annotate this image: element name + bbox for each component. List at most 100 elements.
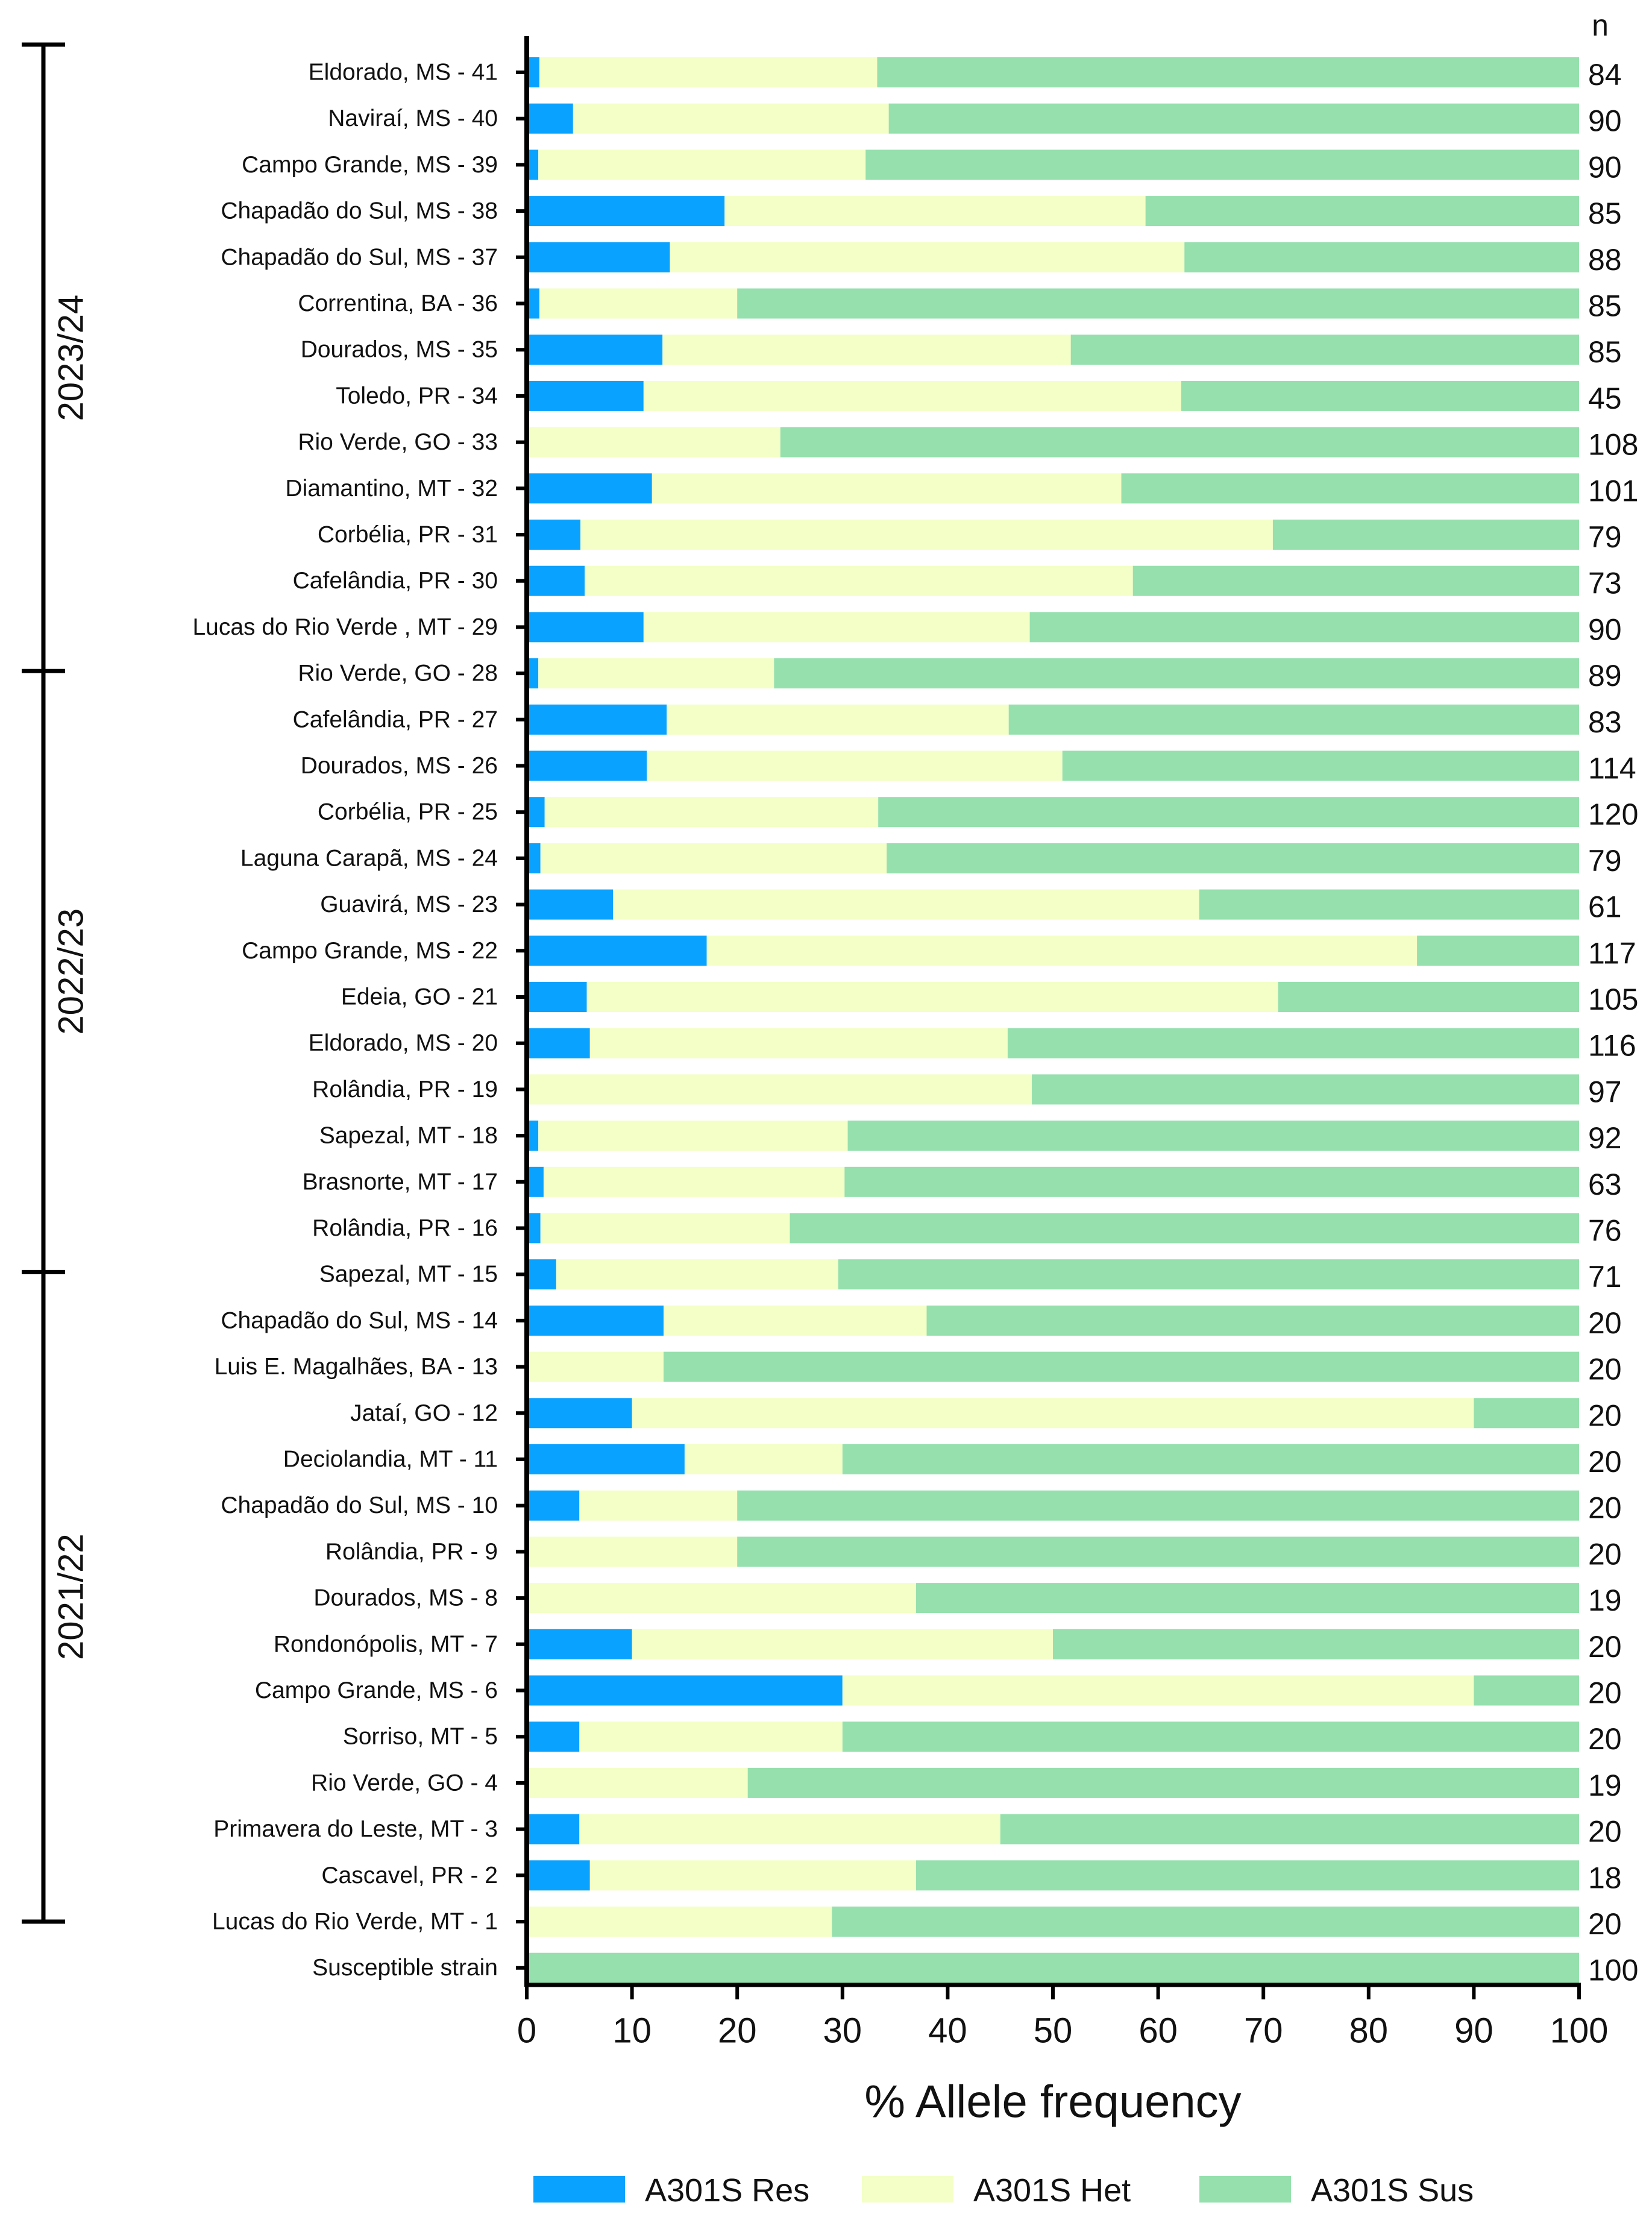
legend-label-a301s-sus: A301S Sus: [1311, 2172, 1474, 2209]
bar-a301s-sus-cafelandia-pr-27: [1008, 704, 1579, 735]
sample-size-label: 79: [1588, 844, 1622, 878]
axes: 0 10 20 30 40 50 60 70 80 90 100 % Allele frequency: [516, 36, 1608, 2128]
category-label: Rio Verde, GO - 33: [298, 429, 498, 455]
bar-a301s-res-cafelandia-pr-30: [527, 565, 585, 596]
bar-a301s-het-rolandia-pr-16: [540, 1213, 790, 1244]
sample-size-label: 20: [1588, 1491, 1622, 1525]
bar-a301s-het-toledo-pr-34: [643, 380, 1182, 411]
bar-a301s-het-luis-e-magalhaes-ba-13: [527, 1351, 664, 1382]
category-label: Brasnorte, MT - 17: [303, 1169, 498, 1195]
category-label: Deciolandia, MT - 11: [283, 1447, 498, 1473]
sample-size-label: 20: [1588, 1907, 1622, 1941]
bar-a301s-res-chapadao-do-sul-ms-14: [527, 1305, 664, 1336]
bar-a301s-het-lucas-do-rio-verde-mt-29: [643, 612, 1030, 643]
bar-a301s-sus-chapadao-do-sul-ms-38: [1145, 196, 1579, 227]
sample-size-label: 101: [1588, 474, 1638, 508]
bar-a301s-res-guavira-ms-23: [527, 889, 614, 920]
bar-a301s-het-rio-verde-go-28: [538, 658, 774, 689]
category-label: Chapadão do Sul, MS - 38: [221, 198, 498, 224]
bar-a301s-het-campo-grande-ms-6: [842, 1675, 1474, 1706]
bar-a301s-sus-cafelandia-pr-30: [1132, 565, 1579, 596]
bar-a301s-res-brasnorte-mt-17: [527, 1166, 544, 1197]
sample-size-label: 20: [1588, 1398, 1622, 1432]
sample-size-label: 20: [1588, 1630, 1622, 1664]
category-label: Eldorado, MS - 20: [309, 1030, 498, 1056]
bar-a301s-res-sapezal-mt-15: [527, 1259, 556, 1290]
bar-a301s-res-deciolandia-mt-11: [527, 1444, 685, 1474]
bar-a301s-het-cafelandia-pr-27: [667, 704, 1009, 735]
bar-a301s-res-cascavel-pr-2: [527, 1860, 590, 1891]
category-label: Primavera do Leste, MT - 3: [213, 1816, 498, 1842]
sample-size-label: 105: [1588, 983, 1638, 1016]
bar-a301s-het-correntina-ba-36: [539, 288, 738, 319]
category-label: Correntina, BA - 36: [298, 291, 498, 316]
x-tick-label: 70: [1244, 2011, 1283, 2051]
bar-a301s-het-sorriso-mt-5: [579, 1722, 843, 1752]
sample-size-label: 120: [1588, 797, 1638, 831]
category-label: Cafelândia, PR - 27: [293, 706, 498, 732]
bar-a301s-sus-rolandia-pr-9: [737, 1536, 1579, 1567]
sample-size-header: n: [1592, 8, 1609, 42]
bar-a301s-sus-cascavel-pr-2: [916, 1860, 1579, 1891]
bar-a301s-het-dourados-ms-8: [527, 1583, 917, 1614]
bar-a301s-het-rolandia-pr-9: [527, 1536, 738, 1567]
sample-size-label: 116: [1588, 1029, 1636, 1063]
bar-a301s-res-corbelia-pr-25: [527, 797, 545, 828]
category-label: Lucas do Rio Verde, MT - 1: [212, 1909, 498, 1935]
x-tick-label: 90: [1454, 2011, 1493, 2051]
season-label-2021-22: 2021/22: [52, 1533, 91, 1660]
bar-a301s-res-campo-grande-ms-6: [527, 1675, 843, 1706]
category-label: Laguna Carapã, MS - 24: [240, 845, 498, 871]
category-label: Chapadão do Sul, MS - 37: [221, 244, 498, 270]
bar-a301s-het-lucas-do-rio-verde-mt-1: [527, 1907, 832, 1937]
bar-a301s-res-correntina-ba-36: [527, 288, 539, 319]
bar-a301s-sus-chapadao-do-sul-ms-10: [737, 1490, 1579, 1521]
bar-a301s-sus-sapezal-mt-15: [838, 1259, 1579, 1290]
legend-swatch-a301s-het: [862, 2176, 953, 2203]
sample-size-label: 90: [1588, 104, 1622, 138]
bar-a301s-het-rio-verde-go-4: [527, 1767, 748, 1798]
category-label: Eldorado, MS - 41: [309, 60, 498, 86]
category-label: Dourados, MS - 8: [313, 1585, 498, 1611]
bar-a301s-sus-rio-verde-go-4: [747, 1767, 1579, 1798]
bar-a301s-het-laguna-carapa-ms-24: [540, 843, 887, 873]
bar-a301s-het-primavera-do-leste-mt-3: [579, 1814, 1000, 1844]
category-label: Luis E. Magalhães, BA - 13: [215, 1354, 498, 1380]
bar-a301s-het-chapadao-do-sul-ms-10: [579, 1490, 738, 1521]
bar-a301s-sus-navirai-ms-40: [888, 103, 1579, 134]
sample-size-label: 71: [1588, 1260, 1622, 1294]
sample-size-label: 20: [1588, 1306, 1622, 1340]
bar-a301s-het-eldorado-ms-41: [539, 57, 878, 87]
bar-a301s-sus-dourados-ms-35: [1070, 335, 1579, 365]
bar-a301s-sus-lucas-do-rio-verde-mt-29: [1029, 612, 1579, 643]
bar-a301s-res-dourados-ms-26: [527, 750, 647, 781]
sample-size-label: 20: [1588, 1815, 1622, 1849]
bar-a301s-het-corbelia-pr-25: [544, 797, 879, 828]
x-tick-label: 10: [612, 2011, 652, 2051]
bar-a301s-sus-lucas-do-rio-verde-mt-1: [832, 1907, 1579, 1937]
sample-size-label: 108: [1588, 428, 1638, 462]
bar-a301s-sus-laguna-carapa-ms-24: [887, 843, 1579, 873]
bar-a301s-het-campo-grande-ms-22: [706, 935, 1418, 966]
bar-a301s-sus-eldorado-ms-41: [877, 57, 1579, 87]
category-label: Dourados, MS - 35: [301, 337, 498, 363]
bar-a301s-sus-chapadao-do-sul-ms-37: [1184, 242, 1579, 272]
legend: A301S Res A301S Het A301S Sus: [533, 2172, 1474, 2209]
x-tick-label: 50: [1034, 2011, 1073, 2051]
category-label: Campo Grande, MS - 22: [242, 938, 498, 964]
bar-a301s-het-brasnorte-mt-17: [543, 1166, 845, 1197]
bar-a301s-res-rolandia-pr-16: [527, 1213, 541, 1244]
bar-a301s-res-sapezal-mt-18: [527, 1121, 539, 1151]
category-label: Rolândia, PR - 16: [312, 1215, 498, 1241]
bar-a301s-het-deciolandia-mt-11: [684, 1444, 843, 1474]
x-axis-title: % Allele frequency: [864, 2077, 1241, 2128]
category-label: Naviraí, MS - 40: [328, 105, 498, 131]
bar-a301s-het-dourados-ms-35: [662, 335, 1071, 365]
bar-a301s-sus-brasnorte-mt-17: [844, 1166, 1579, 1197]
bar-a301s-sus-rolandia-pr-19: [1032, 1074, 1579, 1105]
bar-a301s-sus-rio-verde-go-33: [780, 427, 1579, 458]
category-label: Susceptible strain: [312, 1955, 498, 1981]
bar-a301s-het-chapadao-do-sul-ms-38: [724, 196, 1146, 227]
bar-a301s-het-dourados-ms-26: [647, 750, 1063, 781]
